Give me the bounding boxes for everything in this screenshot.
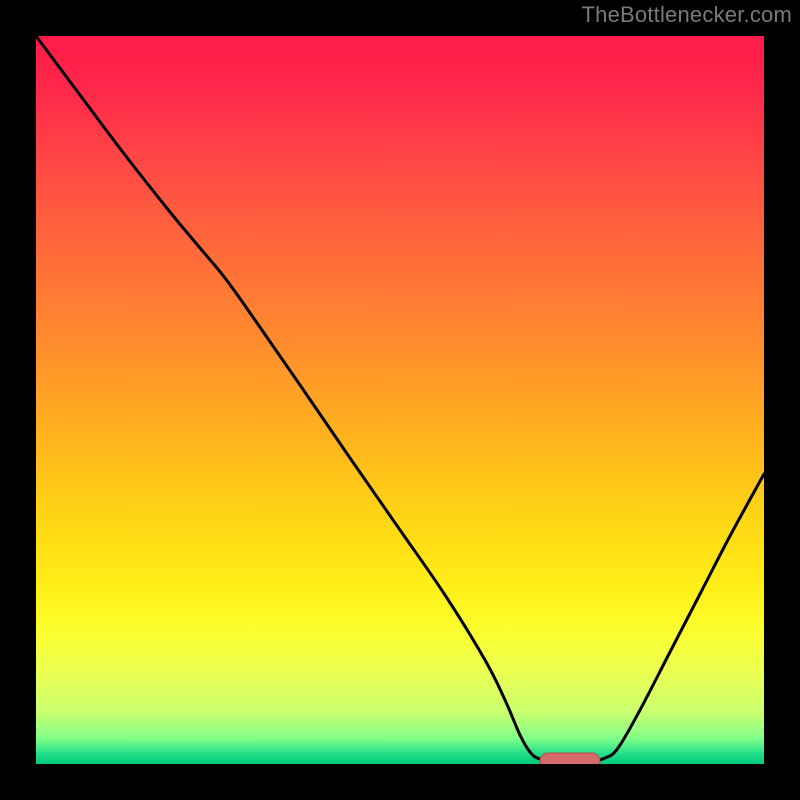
chart-svg (0, 0, 800, 800)
chart-root: TheBottlenecker.com (0, 0, 800, 800)
watermark-label: TheBottlenecker.com (582, 2, 792, 28)
plot-background (36, 36, 764, 764)
